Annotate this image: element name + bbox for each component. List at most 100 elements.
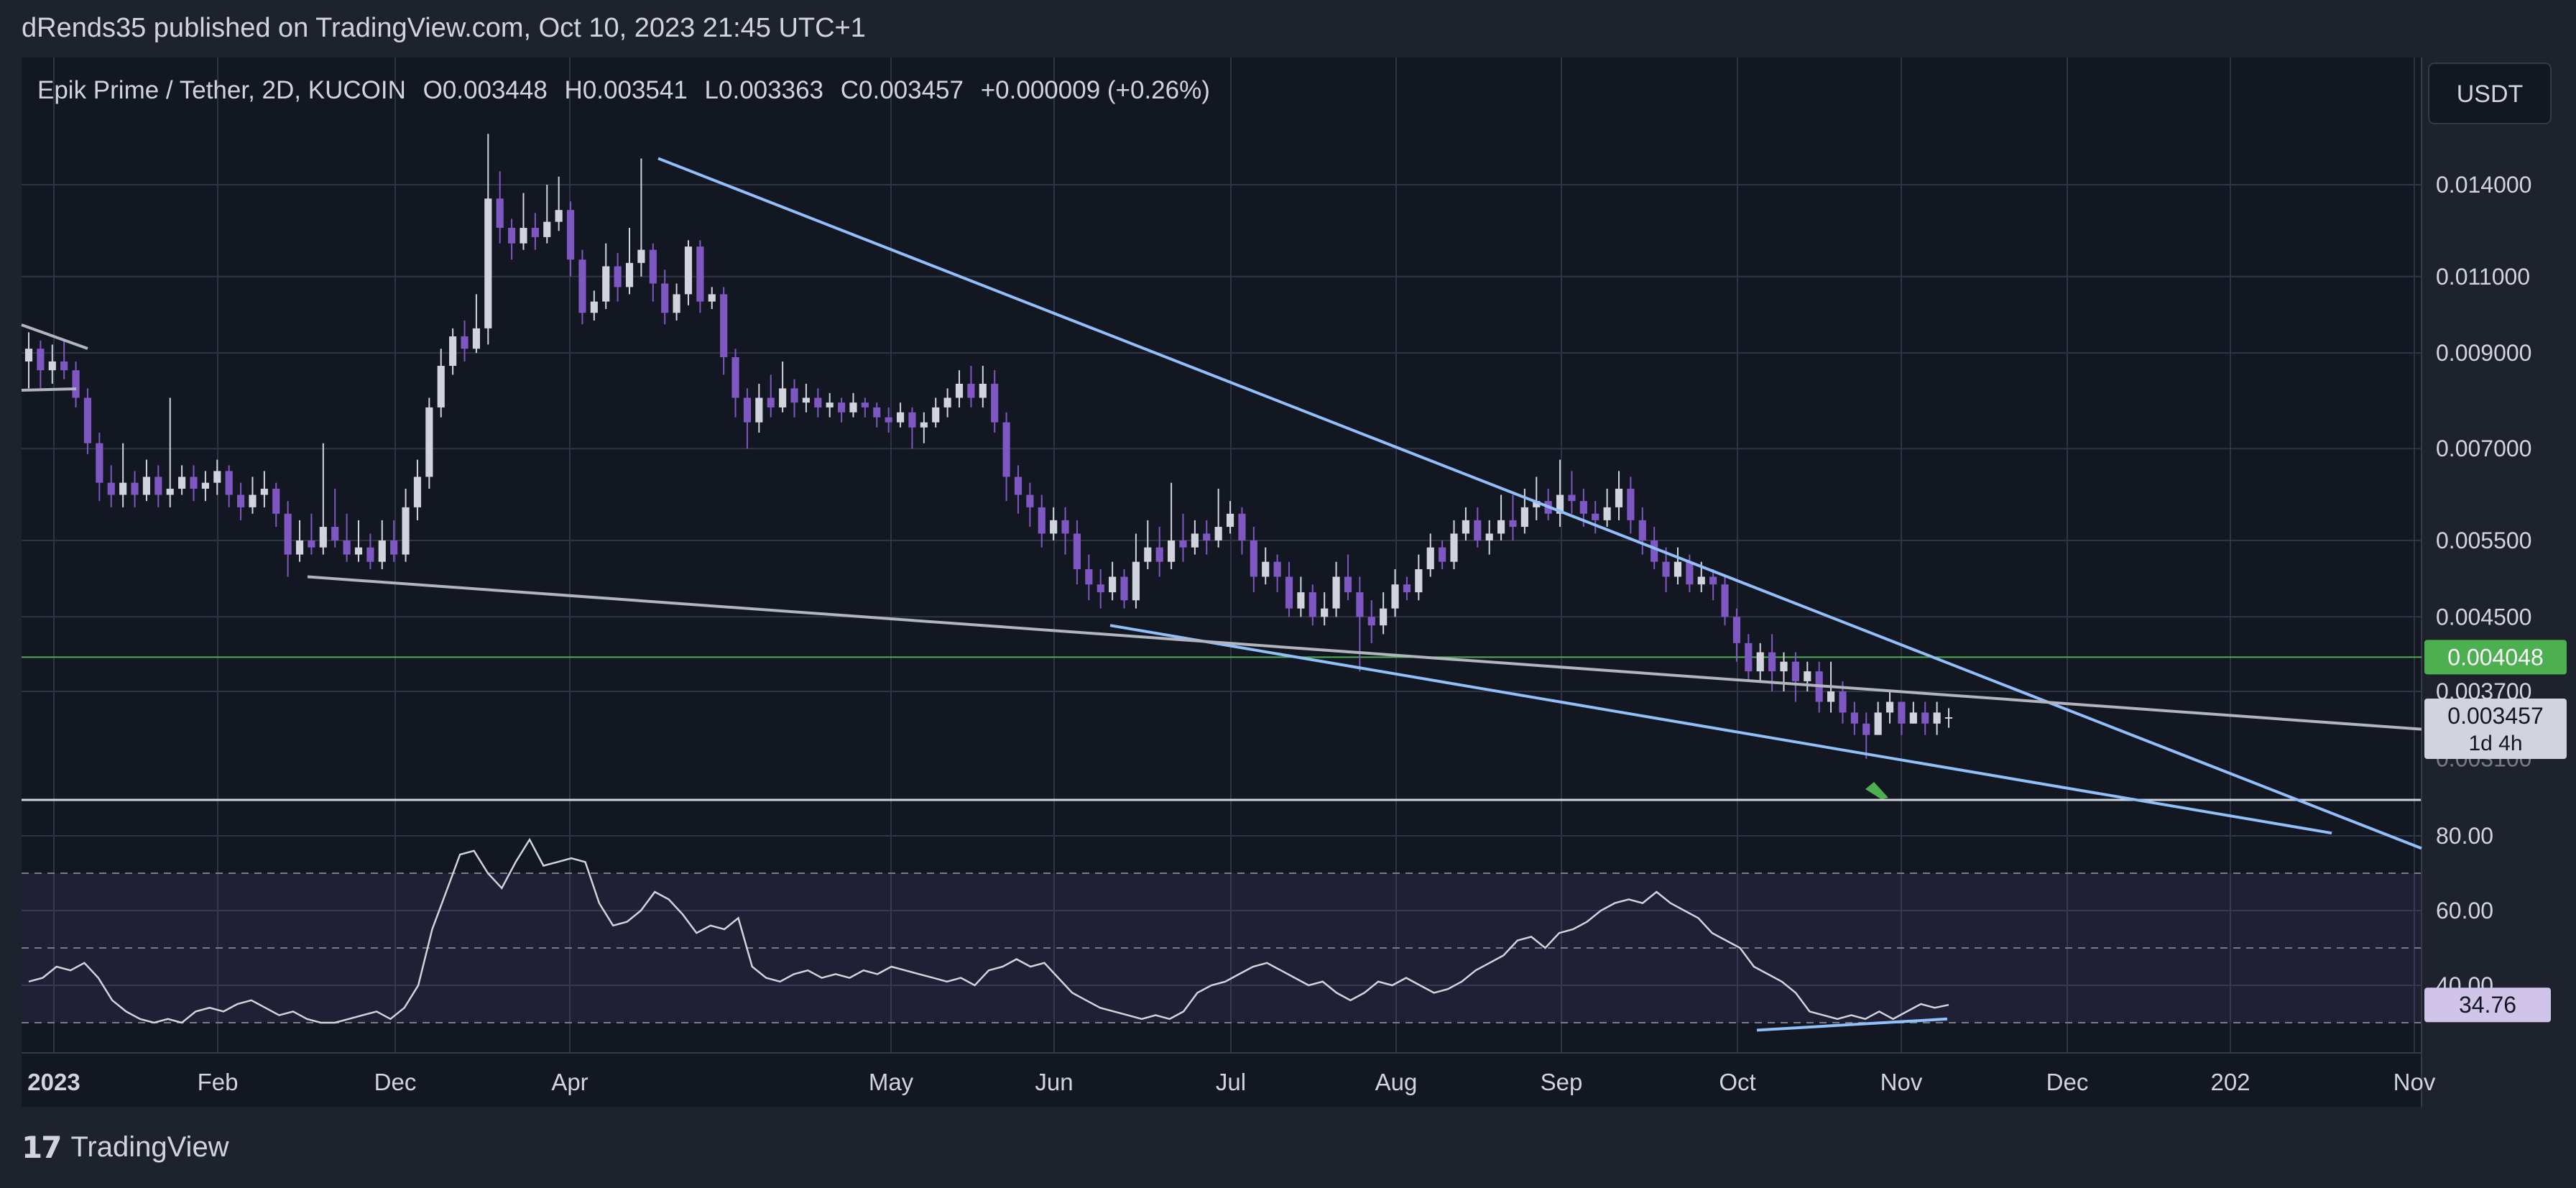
candle-body: [1238, 513, 1246, 540]
candle-body: [1144, 547, 1152, 562]
candle: [1638, 507, 1646, 555]
candle-body: [1627, 489, 1635, 520]
level-price-text: 0.004048: [2447, 644, 2543, 670]
candle: [1662, 547, 1670, 593]
candle: [1285, 561, 1293, 617]
candle-body: [60, 361, 68, 371]
candle-body: [1403, 584, 1411, 593]
rsi-line: [28, 837, 1949, 1024]
tradingview-logo[interactable]: 𝟭𝟳 TradingView: [22, 1130, 229, 1165]
rsi-background-band: [22, 872, 2422, 1023]
candle: [873, 402, 881, 428]
candle-body: [142, 476, 151, 495]
candle-body: [236, 494, 245, 507]
candle-body: [743, 397, 752, 423]
candle: [1474, 507, 1482, 548]
candle: [272, 482, 280, 528]
left-pattern-upper[interactable]: [21, 323, 88, 350]
candle: [625, 228, 634, 295]
candle-body: [1168, 540, 1176, 562]
candle-body: [1909, 712, 1917, 724]
candle-body: [1380, 608, 1388, 626]
candle-body: [520, 228, 527, 244]
candle: [1168, 482, 1176, 569]
falling-wedge-upper[interactable]: [657, 157, 2422, 850]
candle: [472, 294, 481, 354]
falling-wedge-lower[interactable]: [1109, 624, 2332, 835]
candle-body: [1603, 507, 1611, 520]
rsi-divergence-line[interactable]: [1756, 1017, 1948, 1032]
candle-body: [1874, 712, 1882, 735]
last-price-countdown: 1d 4h: [2468, 732, 2522, 755]
candle-body: [1686, 561, 1694, 585]
candle: [343, 513, 351, 562]
currency-badge[interactable]: USDT: [2428, 63, 2552, 124]
candle: [1921, 701, 1929, 735]
left-pattern-lower[interactable]: [21, 387, 77, 392]
time-tick: Sep: [1541, 1069, 1583, 1095]
candle-body: [543, 221, 551, 237]
candle: [861, 397, 869, 418]
candle-body: [1497, 520, 1505, 534]
candle: [1250, 527, 1257, 593]
candle-body: [1450, 533, 1458, 562]
candle-body: [1285, 576, 1293, 609]
time-tick: Oct: [1719, 1069, 1755, 1095]
candle: [331, 489, 339, 548]
candle-body: [378, 540, 386, 562]
candle-body: [402, 507, 410, 555]
candle: [201, 471, 209, 502]
price-tick: 0.004500: [2436, 604, 2531, 630]
candle: [166, 397, 174, 507]
candle-body: [1827, 691, 1835, 702]
candle: [83, 388, 92, 454]
candle-body: [272, 489, 280, 514]
candle: [696, 240, 704, 313]
candle-body: [1780, 661, 1788, 672]
candle-body: [731, 356, 739, 398]
candle-body: [1250, 540, 1257, 577]
candle: [1874, 701, 1882, 735]
level-price-label: 0.004048: [2424, 640, 2567, 675]
candle-body: [1321, 608, 1329, 617]
candle: [295, 520, 304, 562]
candle-body: [508, 228, 516, 244]
candle-body: [308, 540, 315, 548]
candle: [1485, 520, 1493, 555]
currency-badge-box: [2428, 63, 2552, 124]
candle: [119, 443, 127, 507]
candle: [1933, 701, 1941, 735]
candle-body: [673, 294, 680, 313]
candle: [991, 370, 999, 433]
candle: [1002, 412, 1010, 502]
candle-body: [213, 471, 221, 483]
candle: [520, 193, 527, 250]
time-tick: May: [869, 1069, 914, 1095]
candle: [1403, 576, 1411, 601]
candle: [849, 392, 857, 418]
candle-body: [449, 336, 457, 367]
candle-body: [649, 249, 657, 284]
candle: [590, 290, 598, 321]
candle: [1391, 568, 1399, 617]
legend-close: C0.003457: [841, 76, 964, 104]
candle: [1615, 471, 1623, 520]
time-tick: Jul: [1216, 1069, 1246, 1095]
green-arrow-marker: [1865, 782, 1888, 799]
price-tick: 0.009000: [2436, 340, 2531, 366]
candle: [154, 465, 162, 507]
candle-body: [1509, 520, 1517, 528]
candle: [1674, 547, 1682, 585]
time-tick: Nov: [2393, 1069, 2436, 1095]
last-price-box: [2424, 698, 2567, 759]
candle-body: [484, 198, 492, 328]
candle-body: [1579, 501, 1587, 514]
candle-body: [979, 383, 987, 398]
candle-body: [343, 540, 351, 555]
rsi-last-text: 34.76: [2459, 992, 2516, 1018]
candle: [1179, 513, 1187, 562]
time-axis: Nov Dec 2023 Feb Apr May Jun Jul Aug Sep Oct Nov Dec…: [27, 1069, 2436, 1095]
chart-legend: Epik Prime / Tether, 2D, KUCOIN O0.00344…: [37, 76, 1210, 104]
gray-support-line[interactable]: [307, 575, 2422, 731]
candle: [1026, 482, 1034, 528]
